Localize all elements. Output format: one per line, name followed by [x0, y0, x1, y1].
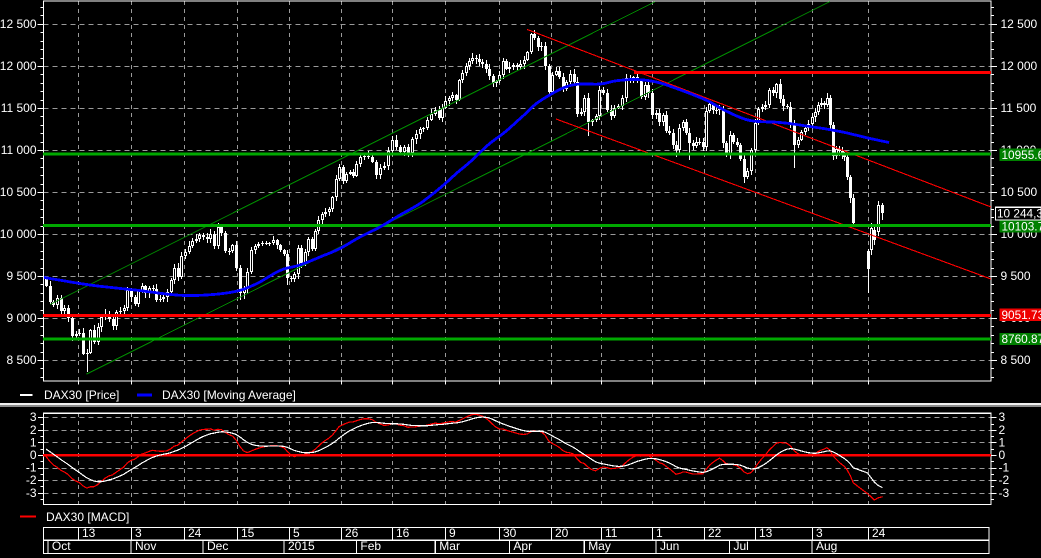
svg-text:Nov: Nov [135, 539, 156, 553]
svg-text:20: 20 [555, 526, 569, 540]
svg-text:9051.735: 9051.735 [1002, 308, 1041, 322]
svg-text:Oct: Oct [52, 539, 71, 553]
svg-text:9 000: 9 000 [6, 311, 36, 325]
svg-text:8 500: 8 500 [6, 353, 36, 367]
svg-text:May: May [588, 539, 611, 553]
svg-text:0: 0 [30, 448, 37, 462]
svg-text:0: 0 [999, 448, 1006, 462]
svg-text:10 244,3: 10 244,3 [997, 207, 1041, 221]
svg-text:9 500: 9 500 [1001, 269, 1031, 283]
svg-text:Dec: Dec [207, 539, 228, 553]
svg-text:10 500: 10 500 [0, 185, 37, 199]
svg-text:3: 3 [135, 526, 142, 540]
svg-text:24: 24 [188, 526, 202, 540]
svg-text:16: 16 [396, 526, 410, 540]
svg-text:2: 2 [30, 423, 37, 437]
svg-text:1: 1 [999, 435, 1006, 449]
svg-text:1: 1 [30, 435, 37, 449]
svg-text:-2: -2 [26, 473, 37, 487]
svg-text:11 500: 11 500 [1001, 101, 1037, 115]
svg-text:DAX30 [Moving Average]: DAX30 [Moving Average] [162, 388, 296, 402]
svg-text:DAX30 [Price]: DAX30 [Price] [44, 388, 119, 402]
svg-text:2: 2 [999, 423, 1006, 437]
svg-text:13: 13 [82, 526, 96, 540]
svg-text:Jun: Jun [660, 539, 679, 553]
svg-text:12 000: 12 000 [0, 59, 37, 73]
svg-text:10103.74: 10103.74 [1002, 219, 1041, 233]
svg-text:Mar: Mar [439, 539, 460, 553]
svg-text:Aug: Aug [816, 539, 837, 553]
svg-text:Apr: Apr [513, 539, 532, 553]
svg-text:-1: -1 [999, 461, 1010, 475]
svg-text:12 000: 12 000 [1001, 59, 1038, 73]
svg-text:1: 1 [656, 526, 663, 540]
svg-text:22: 22 [708, 526, 722, 540]
svg-text:DAX30 [MACD]: DAX30 [MACD] [46, 510, 129, 524]
svg-text:3: 3 [30, 410, 37, 424]
svg-text:9 500: 9 500 [6, 269, 36, 283]
svg-text:13: 13 [759, 526, 773, 540]
svg-text:12 500: 12 500 [0, 17, 37, 31]
svg-text:24: 24 [872, 526, 886, 540]
svg-text:15: 15 [241, 526, 255, 540]
svg-text:30: 30 [503, 526, 517, 540]
svg-text:11 000: 11 000 [1, 143, 37, 157]
svg-text:-2: -2 [999, 473, 1010, 487]
svg-text:3: 3 [816, 526, 823, 540]
svg-text:-3: -3 [999, 486, 1010, 500]
svg-text:Feb: Feb [360, 539, 381, 553]
svg-text:5: 5 [293, 526, 300, 540]
svg-text:8760.875: 8760.875 [1002, 332, 1041, 346]
svg-text:-3: -3 [26, 486, 37, 500]
svg-text:11 500: 11 500 [1, 101, 37, 115]
svg-text:-1: -1 [26, 461, 37, 475]
svg-text:10 500: 10 500 [1001, 185, 1038, 199]
svg-text:12 500: 12 500 [1001, 17, 1038, 31]
svg-text:8 500: 8 500 [1001, 353, 1031, 367]
svg-text:26: 26 [345, 526, 359, 540]
svg-text:Jul: Jul [734, 539, 749, 553]
svg-text:3: 3 [999, 410, 1006, 424]
svg-text:9: 9 [449, 526, 456, 540]
svg-text:11: 11 [605, 526, 618, 540]
svg-text:10 000: 10 000 [0, 227, 37, 241]
svg-text:2015: 2015 [288, 539, 315, 553]
svg-text:10955.68: 10955.68 [1002, 148, 1041, 162]
